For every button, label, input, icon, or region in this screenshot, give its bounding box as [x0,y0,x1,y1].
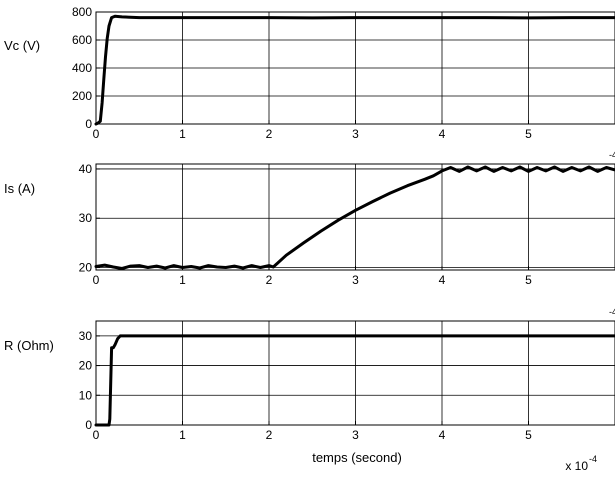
y-tick-label: 30 [79,329,93,343]
x-tick-label: 5 [525,127,532,141]
x-tick-label: 5 [525,428,532,442]
subplot-r: 0 1 2 3 4 5 0 10 20 30 R (Ohm) -4 [4,307,615,442]
x-tick-label: 2 [266,428,273,442]
x-tick-label: 3 [352,428,359,442]
x-tick-label: 0 [93,127,100,141]
x-tick-label: 4 [439,273,446,287]
x-tick-label: 0 [93,428,100,442]
x-tick-label: 1 [179,428,186,442]
y-tick-label: 0 [85,418,92,432]
y-tick-label: 10 [79,388,93,402]
y-axis-label: R (Ohm) [4,338,54,353]
x-tick-label: 5 [525,273,532,287]
x-axis-label: temps (second) [312,450,402,465]
y-tick-label: 30 [79,211,93,225]
x-exponent-label: -4 [609,307,615,317]
y-axis-label: Is (A) [4,181,35,196]
y-tick-label: 20 [79,359,93,373]
x-tick-label: 4 [439,127,446,141]
x-tick-label: 2 [266,127,273,141]
x-exponent-label: -4 [609,150,615,160]
y-axis-label: Vc (V) [4,38,40,53]
series-line [94,334,615,427]
y-tick-label: 600 [72,33,92,47]
y-tick-label: 200 [72,89,92,103]
y-tick-label: 40 [79,162,93,176]
x-tick-label: 1 [179,273,186,287]
y-tick-label: 20 [79,261,93,275]
x-tick-label: 2 [266,273,273,287]
subplot-is: 0 1 2 3 4 5 20 30 40 Is (A) -4 [4,150,615,287]
y-tick-label: 0 [85,117,92,131]
x-tick-label: 1 [179,127,186,141]
x-tick-label: 3 [352,273,359,287]
series-line [94,165,615,270]
x-tick-label: 3 [352,127,359,141]
x-tick-label: 4 [439,428,446,442]
x-multiplier-base: x 10 [565,459,588,473]
series-line [94,14,615,126]
x-multiplier: x 10 -4 [565,454,597,473]
y-tick-label: 400 [72,61,92,75]
y-tick-label: 800 [72,5,92,19]
x-tick-label: 0 [93,273,100,287]
x-multiplier-exponent: -4 [589,454,597,464]
subplot-vc: 0 1 2 3 4 5 0 200 400 600 800 Vc (V) [4,5,615,141]
